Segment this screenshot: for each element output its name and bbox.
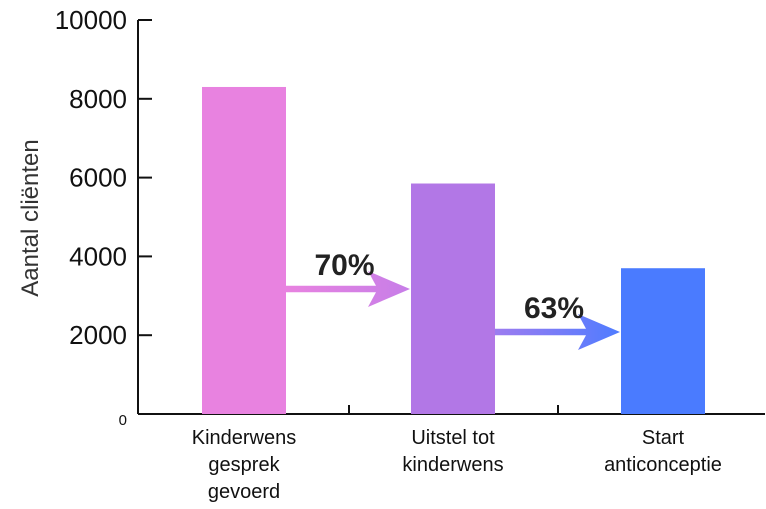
category-labels: Kinderwens gesprek gevoerd Uitstel tot kinde…	[192, 427, 722, 503]
y-tick-label: 4000	[69, 241, 127, 271]
conversion-percentage-label: 70%	[314, 249, 374, 282]
bars	[202, 86, 705, 414]
x-category-label: Kinderwens	[192, 427, 297, 449]
conversion-arrows: 70% 63%	[286, 249, 620, 350]
bar	[202, 86, 286, 414]
arrow-shape	[286, 271, 410, 307]
x-category-label: anticonceptie	[604, 454, 722, 476]
x-category-label: gevoerd	[208, 481, 280, 503]
x-category-label: kinderwens	[402, 454, 503, 476]
y-axis: 0 2000 4000 6000 8000 10000	[55, 5, 152, 429]
y-tick-label: 0	[119, 412, 127, 429]
conversion-arrow: 70%	[286, 249, 410, 307]
arrow-shape	[495, 314, 620, 350]
y-tick-label: 2000	[69, 320, 127, 350]
y-tick-label: 6000	[69, 163, 127, 193]
y-axis-label: Aantal cliënten	[17, 139, 44, 296]
x-category-label: Uitstel tot	[411, 427, 495, 449]
x-category-label: Start	[642, 427, 685, 449]
y-tick-label: 10000	[55, 5, 127, 35]
bar	[411, 183, 495, 414]
bar	[621, 268, 705, 414]
y-tick-label: 8000	[69, 84, 127, 114]
conversion-arrow: 63%	[495, 292, 620, 350]
conversion-percentage-label: 63%	[524, 292, 584, 325]
x-category-label: gesprek	[208, 454, 280, 476]
